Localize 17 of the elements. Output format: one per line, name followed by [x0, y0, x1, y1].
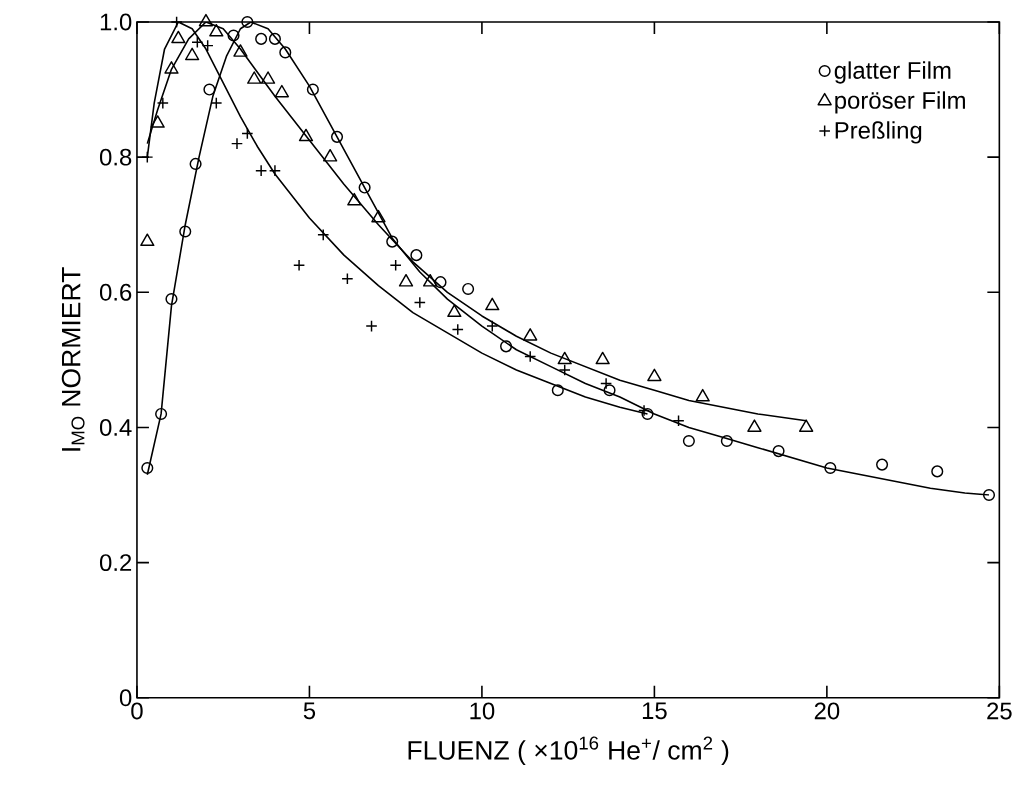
y-axis-title: I$_{MO}$ NORMIERT — [61, 267, 85, 451]
x-tick-label: 20 — [814, 702, 840, 720]
x-tick-label: 0 — [131, 702, 143, 720]
y-tick-label: 0.2 — [99, 554, 132, 572]
y-tick-label: 0.6 — [99, 283, 132, 301]
x-tick-label: 25 — [987, 702, 1012, 720]
x-tick-label: 10 — [470, 702, 495, 720]
legend-label: Preßling — [835, 121, 922, 144]
x-tick-label: 5 — [303, 702, 316, 720]
y-tick-label: 0.8 — [99, 148, 132, 166]
x-axis-title: FLUENZ ( ×10$^{16}$ He$^{+}$/ cm$^{2}$ ) — [408, 736, 729, 766]
legend-label: glatter Film — [834, 61, 951, 84]
y-tick-label: 0 — [119, 689, 132, 707]
y-tick-label: 1.0 — [100, 13, 132, 31]
x-tick-label: 15 — [642, 702, 667, 720]
y-tick-label: 0.4 — [99, 419, 132, 437]
legend-label: poröser Film — [835, 91, 965, 114]
